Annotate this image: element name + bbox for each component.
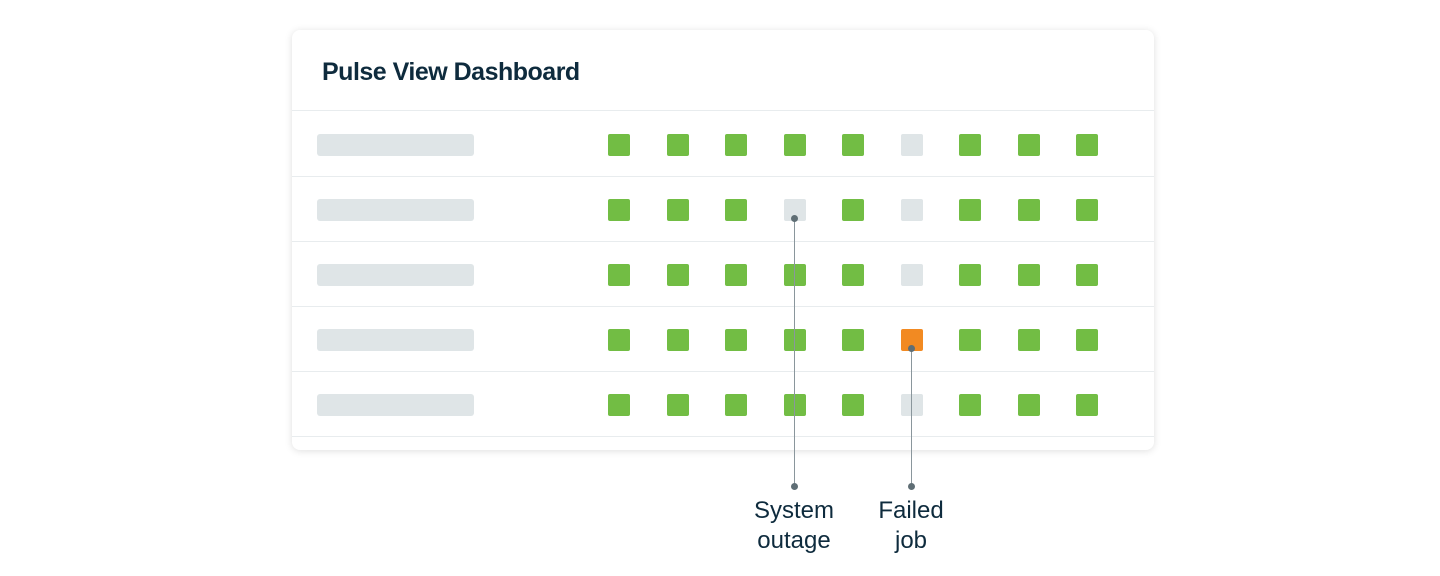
label-line: job (894, 527, 928, 554)
status-square-ok (666, 394, 689, 416)
system-outage-label: System outage (724, 496, 864, 556)
status-square-ok (959, 264, 981, 286)
status-square-ok (1017, 329, 1040, 351)
status-square-ok (842, 199, 864, 221)
status-square-ok (1017, 264, 1040, 286)
status-square-none (900, 264, 923, 286)
status-square-ok (842, 134, 864, 156)
label-line: System (753, 497, 834, 524)
status-square-ok (666, 329, 689, 351)
status-square-ok (608, 329, 630, 351)
table-row (292, 111, 1154, 177)
status-square-ok (608, 134, 630, 156)
status-square-ok (1017, 199, 1040, 221)
page-title: Pulse View Dashboard (322, 58, 580, 86)
status-square-ok (608, 264, 630, 286)
status-square-none (900, 199, 923, 221)
status-square-ok (1076, 199, 1098, 221)
status-square-ok (608, 199, 630, 221)
table-row (292, 241, 1154, 307)
status-square-ok (842, 394, 864, 416)
row-label-placeholder (317, 134, 474, 156)
status-square-ok (666, 199, 689, 221)
system-outage-dot-top (791, 215, 798, 222)
status-square-ok (725, 394, 747, 416)
status-square-ok (959, 329, 981, 351)
status-square-ok (725, 134, 747, 156)
status-square-ok (1076, 264, 1098, 286)
status-square-ok (666, 264, 689, 286)
divider (292, 110, 1154, 111)
label-line: Failed (878, 497, 944, 524)
dashboard-card: Pulse View Dashboard (292, 30, 1154, 450)
label-line: outage (757, 527, 831, 554)
system-outage-leader-line (794, 218, 795, 487)
status-square-ok (783, 134, 806, 156)
status-square-ok (842, 264, 864, 286)
failed-job-label: Failed job (841, 496, 981, 556)
table-row (292, 371, 1154, 437)
table-row (292, 306, 1154, 372)
status-square-ok (1076, 134, 1098, 156)
status-square-ok (725, 329, 747, 351)
failed-job-dot-bottom (908, 483, 915, 490)
row-label-placeholder (317, 329, 474, 351)
status-square-ok (608, 394, 630, 416)
status-square-ok (842, 329, 864, 351)
system-outage-dot-bottom (791, 483, 798, 490)
status-square-ok (725, 199, 747, 221)
row-label-placeholder (317, 199, 474, 221)
status-square-ok (1017, 394, 1040, 416)
table-row (292, 176, 1154, 242)
status-square-ok (666, 134, 689, 156)
status-square-ok (1076, 329, 1098, 351)
failed-job-dot-top (908, 345, 915, 352)
status-square-ok (1076, 394, 1098, 416)
status-square-ok (959, 394, 981, 416)
status-square-failed (900, 329, 923, 351)
status-square-ok (1017, 134, 1040, 156)
status-square-none (900, 134, 923, 156)
status-square-ok (959, 199, 981, 221)
row-label-placeholder (317, 394, 474, 416)
status-square-none (783, 199, 806, 221)
status-square-ok (959, 134, 981, 156)
status-square-ok (725, 264, 747, 286)
row-label-placeholder (317, 264, 474, 286)
failed-job-leader-line (911, 349, 912, 487)
